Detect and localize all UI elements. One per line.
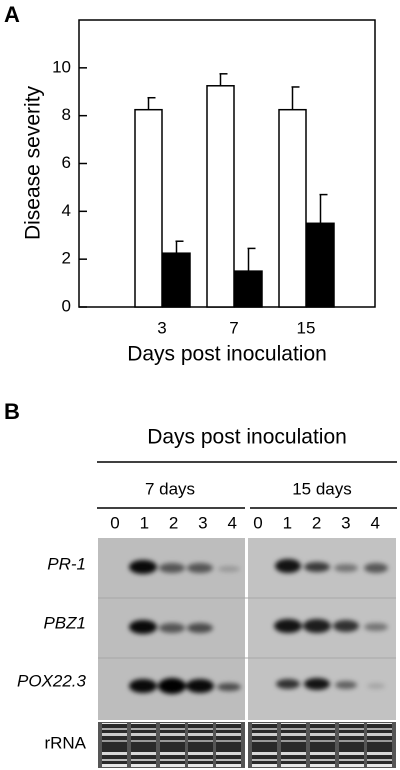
rrna-lane: [310, 723, 335, 767]
rrna-lanes: [102, 723, 392, 767]
lane-label: 2: [169, 513, 178, 532]
band: [129, 679, 157, 693]
y-tick-label: 10: [52, 57, 71, 76]
lane-label: 3: [341, 513, 350, 532]
band: [367, 683, 385, 689]
rrna-lane: [339, 723, 364, 767]
lane-label: 4: [370, 513, 379, 532]
lane-label: 0: [253, 513, 262, 532]
lane-label: 4: [227, 513, 236, 532]
rrna-lane: [160, 723, 185, 767]
band: [187, 563, 213, 573]
band: [217, 683, 241, 691]
lane-label: 1: [140, 513, 149, 532]
x-tick-label: 7: [229, 318, 238, 337]
x-axis-label: Days post inoculation: [127, 343, 327, 366]
group-label: 7 days: [145, 479, 195, 498]
plot: 0 2 4 6 8 10 3 7 15: [52, 57, 335, 337]
band: [335, 681, 357, 689]
band: [304, 562, 330, 572]
band: [275, 559, 301, 573]
blot-image: [98, 538, 396, 768]
row-label: PBZ1: [43, 613, 86, 632]
bar: [162, 252, 191, 308]
band: [218, 566, 240, 572]
bar: [134, 108, 163, 308]
band: [304, 678, 330, 690]
lane-label: 1: [283, 513, 292, 532]
bar: [306, 222, 335, 308]
bands: [129, 559, 388, 694]
lane-label: 0: [110, 513, 119, 532]
blot-title: Days post inoculation: [147, 426, 347, 449]
y-axis-label: Disease severity: [22, 85, 45, 240]
band: [158, 678, 186, 694]
band: [159, 563, 185, 573]
rrna-lane: [102, 723, 127, 767]
y-tick-label: 2: [62, 249, 71, 268]
band: [159, 623, 185, 633]
group-label: 15 days: [292, 479, 352, 498]
y-tick-label: 6: [62, 153, 71, 172]
band: [129, 620, 157, 634]
band: [186, 679, 214, 693]
row-label: rRNA: [44, 733, 86, 752]
panel-label: B: [4, 399, 20, 424]
bar: [234, 270, 263, 308]
lane-label: 3: [198, 513, 207, 532]
row-label: POX22.3: [17, 671, 87, 690]
band: [276, 679, 300, 689]
band: [274, 619, 302, 633]
band: [334, 564, 358, 572]
lane-label: 2: [312, 513, 321, 532]
x-tick-label: 3: [157, 318, 166, 337]
band: [303, 619, 331, 633]
band: [129, 560, 157, 574]
band: [333, 620, 359, 632]
panel-label: A: [4, 2, 20, 27]
band: [187, 623, 213, 633]
rrna-lane: [188, 723, 213, 767]
rrna-lane: [131, 723, 156, 767]
band: [364, 623, 388, 631]
band: [364, 563, 388, 573]
rrna-lane: [252, 723, 277, 767]
y-tick-label: 8: [62, 105, 71, 124]
y-tick-label: 4: [62, 201, 71, 220]
rrna-lane: [367, 723, 392, 767]
rrna-lane: [216, 723, 241, 767]
bar: [278, 108, 307, 308]
bar: [206, 85, 235, 308]
y-tick-label: 0: [62, 296, 71, 315]
rrna-lane: [281, 723, 306, 767]
x-tick-label: 15: [297, 318, 316, 337]
row-label: PR-1: [47, 554, 86, 573]
